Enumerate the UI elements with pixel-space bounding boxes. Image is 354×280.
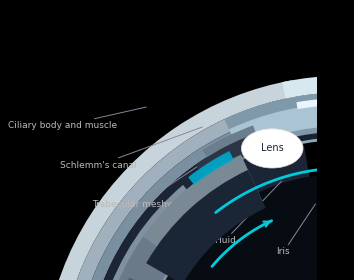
Wedge shape [196,130,270,178]
Text: Ciliary body and muscle: Ciliary body and muscle [8,107,146,130]
Wedge shape [202,125,263,174]
Wedge shape [73,111,300,280]
Wedge shape [93,185,223,280]
Wedge shape [224,93,336,155]
Wedge shape [143,155,262,265]
Ellipse shape [241,129,303,168]
Text: Iris: Iris [276,204,315,256]
Wedge shape [188,151,234,185]
Text: Trabecular meshwork: Trabecular meshwork [92,144,231,209]
Wedge shape [253,109,354,152]
Text: Fluid: Fluid [214,181,281,245]
Wedge shape [282,76,354,99]
Text: Schlemm's canal: Schlemm's canal [60,127,202,170]
Wedge shape [229,104,336,150]
Wedge shape [85,122,309,280]
Wedge shape [286,92,354,112]
Text: Lens: Lens [261,143,284,153]
Wedge shape [289,106,354,145]
Wedge shape [146,170,266,280]
Wedge shape [42,80,295,280]
Wedge shape [107,277,155,280]
Wedge shape [296,98,354,109]
Wedge shape [99,237,175,280]
Wedge shape [59,97,298,280]
Wedge shape [141,174,354,280]
